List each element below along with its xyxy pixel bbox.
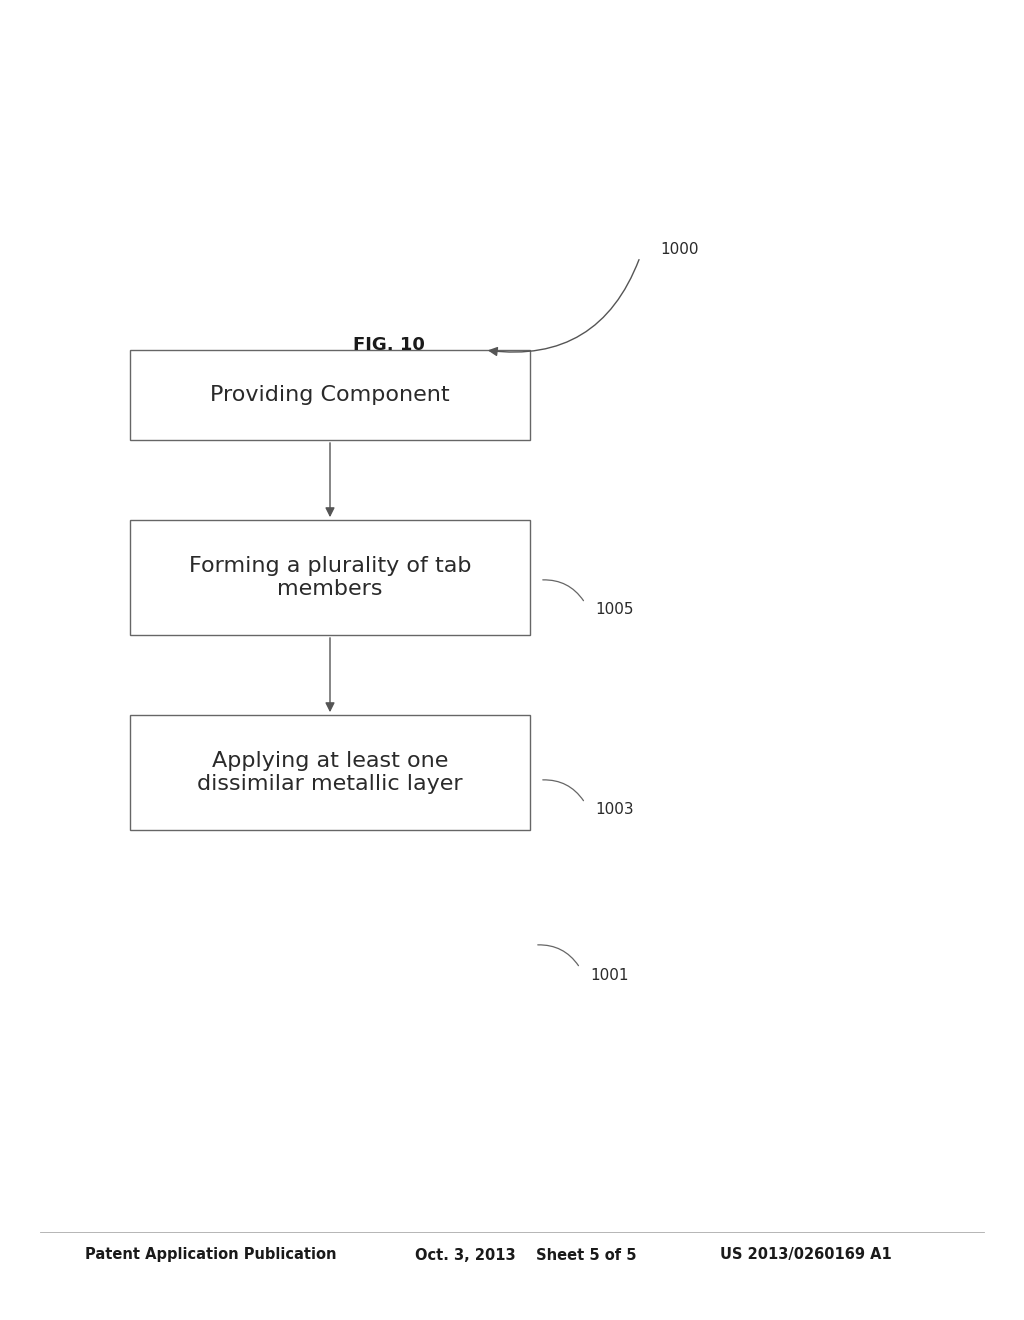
Text: 1001: 1001 xyxy=(590,968,629,982)
Text: 1000: 1000 xyxy=(660,243,698,257)
Text: US 2013/0260169 A1: US 2013/0260169 A1 xyxy=(720,1247,892,1262)
Text: 1005: 1005 xyxy=(595,602,634,618)
Text: FIG. 10: FIG. 10 xyxy=(353,337,425,354)
Text: Oct. 3, 2013    Sheet 5 of 5: Oct. 3, 2013 Sheet 5 of 5 xyxy=(415,1247,637,1262)
Bar xyxy=(130,715,530,830)
Text: 1003: 1003 xyxy=(595,803,634,817)
Text: Patent Application Publication: Patent Application Publication xyxy=(85,1247,337,1262)
Text: Forming a plurality of tab
members: Forming a plurality of tab members xyxy=(188,556,471,599)
Text: Applying at least one
dissimilar metallic layer: Applying at least one dissimilar metalli… xyxy=(198,751,463,795)
Text: Providing Component: Providing Component xyxy=(210,385,450,405)
Bar xyxy=(130,350,530,440)
Bar xyxy=(130,520,530,635)
